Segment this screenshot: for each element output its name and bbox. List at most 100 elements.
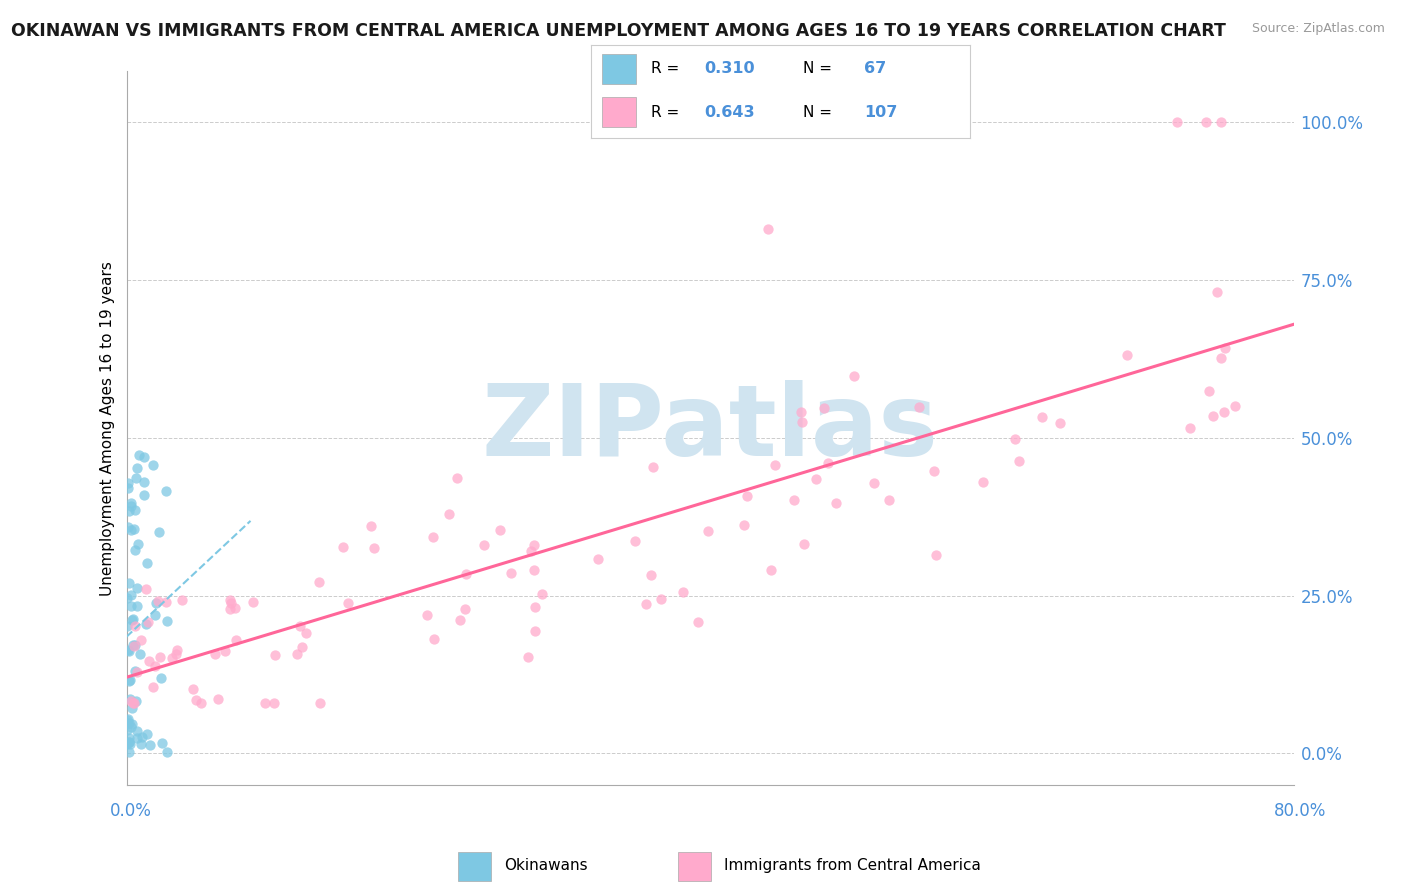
Point: [218, 602, 240, 616]
Point: [135, 582, 157, 596]
Point: [922, 464, 945, 478]
Point: [204, 647, 226, 661]
Point: [1209, 115, 1232, 129]
Point: [122, 696, 145, 710]
Point: [138, 654, 160, 668]
Point: [1178, 421, 1201, 435]
Point: [650, 592, 672, 607]
Point: [219, 596, 242, 610]
Point: [634, 598, 657, 612]
Bar: [678, 852, 710, 881]
Point: [155, 483, 177, 498]
Point: [120, 496, 142, 510]
Point: [118, 692, 141, 706]
Point: [118, 575, 141, 590]
Point: [499, 566, 522, 581]
Point: [291, 640, 314, 654]
Point: [446, 471, 468, 485]
Point: [454, 601, 477, 615]
Point: [120, 673, 142, 688]
Point: [118, 745, 141, 759]
Point: [139, 739, 162, 753]
Point: [160, 651, 183, 665]
Point: [142, 680, 165, 694]
Point: [1213, 341, 1236, 355]
Point: [360, 519, 382, 533]
Point: [120, 720, 142, 734]
Point: [115, 716, 138, 731]
Point: [120, 500, 142, 514]
Point: [143, 658, 166, 673]
Point: [1198, 384, 1220, 398]
Point: [761, 563, 783, 577]
Point: [117, 713, 139, 727]
Point: [132, 450, 155, 464]
Text: N =: N =: [803, 62, 837, 77]
Point: [127, 599, 149, 614]
Point: [308, 696, 330, 710]
Point: [253, 696, 276, 710]
Point: [120, 737, 142, 751]
Point: [115, 738, 138, 752]
Text: Source: ZipAtlas.com: Source: ZipAtlas.com: [1251, 22, 1385, 36]
Bar: [602, 97, 636, 127]
Point: [439, 508, 461, 522]
Point: [422, 531, 444, 545]
Point: [1213, 405, 1236, 419]
Point: [136, 557, 159, 571]
Point: [643, 459, 665, 474]
Point: [523, 538, 546, 552]
Point: [184, 693, 207, 707]
Point: [117, 643, 139, 657]
Text: 80.0%: 80.0%: [1274, 802, 1327, 820]
Point: [129, 737, 152, 751]
Point: [156, 614, 179, 628]
Point: [127, 665, 149, 680]
Point: [672, 585, 695, 599]
Point: [121, 701, 143, 715]
Point: [115, 619, 138, 633]
Point: [218, 593, 240, 607]
Point: [1202, 409, 1225, 423]
Point: [125, 581, 148, 595]
Point: [783, 492, 806, 507]
Point: [472, 538, 495, 552]
Point: [136, 615, 159, 629]
Point: [423, 632, 446, 647]
Point: [124, 619, 146, 633]
Point: [449, 613, 471, 627]
Point: [1206, 285, 1229, 299]
Point: [763, 458, 786, 472]
Point: [117, 520, 139, 534]
Point: [124, 694, 146, 708]
Point: [122, 696, 145, 710]
Point: [517, 650, 540, 665]
Point: [363, 541, 385, 555]
Point: [150, 672, 173, 686]
Point: [117, 735, 139, 749]
Point: [128, 448, 150, 462]
Point: [142, 458, 165, 472]
Point: [124, 543, 146, 558]
Point: [1223, 399, 1246, 413]
Text: ZIPatlas: ZIPatlas: [482, 380, 938, 476]
Point: [125, 471, 148, 485]
Point: [696, 524, 718, 539]
Point: [1166, 115, 1188, 129]
Point: [242, 594, 264, 608]
Point: [124, 638, 146, 652]
Point: [1195, 115, 1218, 129]
Text: R =: R =: [651, 104, 685, 120]
Point: [121, 613, 143, 627]
Point: [129, 647, 152, 661]
Point: [132, 475, 155, 489]
Point: [166, 643, 188, 657]
Point: [813, 401, 835, 415]
Point: [263, 696, 285, 710]
Point: [1209, 351, 1232, 366]
Text: 0.0%: 0.0%: [110, 802, 152, 820]
Point: [145, 596, 167, 610]
Point: [294, 625, 316, 640]
Point: [117, 481, 139, 495]
Point: [489, 523, 512, 537]
